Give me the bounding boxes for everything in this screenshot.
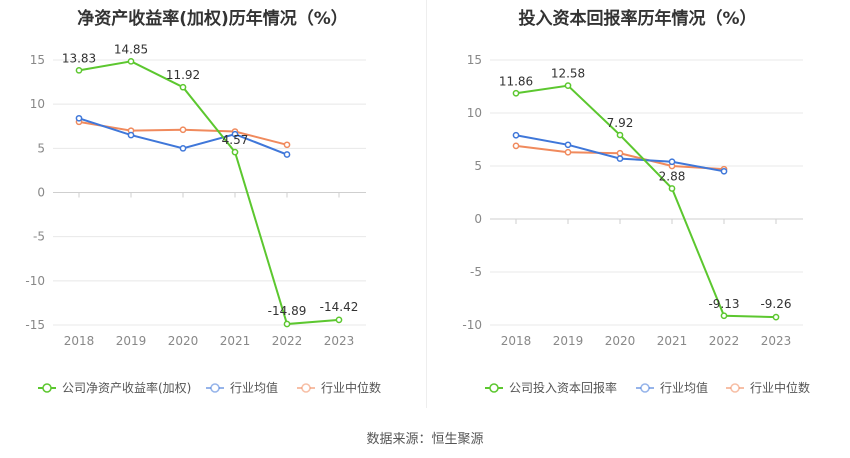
y-tick-label: 15: [467, 53, 482, 67]
y-tick-label: -10: [462, 318, 482, 332]
data-label: 14.85: [114, 42, 148, 56]
y-tick-label: 5: [37, 141, 45, 155]
data-label: 7.92: [607, 116, 634, 130]
legend-marker: [730, 383, 740, 393]
data-point: [616, 131, 624, 139]
data-label: 4.57: [222, 133, 249, 147]
legend-label: 行业均值: [660, 380, 708, 395]
x-tick-label: 2020: [605, 334, 636, 348]
data-point: [616, 155, 624, 162]
panel-divider: [426, 0, 427, 408]
data-source-note: 数据来源：恒生聚源: [366, 432, 484, 447]
x-tick-label: 2022: [709, 334, 740, 348]
data-point: [512, 131, 520, 139]
data-point: [283, 320, 291, 328]
data-point: [720, 167, 728, 175]
data-point: [283, 151, 291, 158]
data-point: [127, 57, 135, 65]
legend-label: 行业中位数: [321, 380, 381, 395]
data-point: [179, 83, 187, 91]
data-label: -9.13: [708, 297, 739, 311]
data-point: [564, 148, 572, 156]
data-label: -9.26: [760, 297, 791, 311]
x-tick-label: 2019: [553, 334, 584, 348]
data-point: [335, 316, 343, 324]
data-point: [231, 148, 239, 156]
data-point: [720, 312, 728, 320]
data-point: [772, 313, 780, 321]
y-tick-label: -5: [470, 265, 482, 279]
series-line: [515, 84, 777, 319]
legend-marker: [489, 383, 499, 393]
x-tick-label: 2021: [657, 334, 688, 348]
data-point: [616, 149, 624, 157]
legend-marker: [210, 383, 220, 393]
series-line: [78, 60, 340, 326]
x-tick-label: 2021: [220, 334, 251, 348]
data-point: [127, 131, 135, 139]
data-point: [179, 144, 187, 152]
data-point: [668, 185, 676, 192]
legend-label: 行业中位数: [750, 380, 810, 395]
data-label: 11.86: [499, 74, 533, 88]
data-label: -14.89: [268, 304, 307, 318]
legend-marker: [301, 383, 311, 393]
data-point: [512, 89, 520, 97]
chart-title-roic: 投入资本回报率历年情况（%）: [518, 9, 757, 29]
data-point: [231, 130, 239, 138]
x-tick-label: 2023: [761, 334, 792, 348]
legend-marker: [42, 383, 52, 393]
y-tick-label: -10: [25, 274, 45, 288]
data-point: [75, 114, 83, 122]
data-label: -14.42: [320, 300, 359, 314]
legend-label: 公司净资产收益率(加权): [62, 380, 191, 395]
data-label: 2.88: [659, 169, 686, 183]
y-tick-label: 15: [30, 53, 45, 67]
x-tick-label: 2018: [64, 334, 95, 348]
x-tick-label: 2023: [324, 334, 355, 348]
data-point: [283, 141, 291, 149]
y-tick-label: 0: [474, 212, 482, 226]
legend-label: 行业均值: [230, 380, 278, 395]
x-tick-label: 2019: [116, 334, 147, 348]
data-point: [564, 141, 572, 149]
chart-title-roe: 净资产收益率(加权)历年情况（%）: [77, 9, 348, 29]
x-tick-label: 2022: [272, 334, 303, 348]
data-label: 12.58: [551, 67, 585, 81]
legend-marker: [640, 383, 650, 393]
y-tick-label: 10: [30, 97, 45, 111]
data-point: [668, 158, 676, 166]
x-tick-label: 2018: [501, 334, 532, 348]
data-label: 11.92: [166, 68, 200, 82]
data-point: [564, 82, 572, 90]
data-label: 13.83: [62, 51, 96, 65]
data-point: [179, 126, 187, 134]
data-point: [75, 66, 83, 74]
y-tick-label: 10: [467, 106, 482, 120]
y-tick-label: -5: [33, 230, 45, 244]
x-tick-label: 2020: [168, 334, 199, 348]
y-tick-label: 5: [474, 159, 482, 173]
y-tick-label: 0: [37, 186, 45, 200]
y-tick-label: -15: [25, 318, 45, 332]
legend-label: 公司投入资本回报率: [509, 380, 617, 395]
data-point: [512, 142, 520, 150]
